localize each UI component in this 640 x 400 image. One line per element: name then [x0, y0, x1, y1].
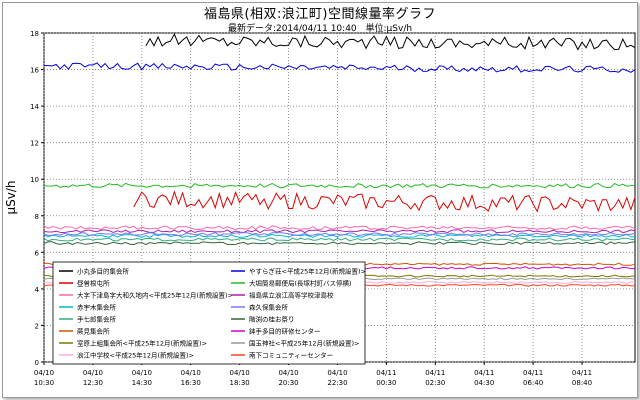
x-tick-time: 00:30 [376, 379, 396, 387]
latest-data-label: 最新データ:2014/04/11 10:40 [227, 24, 357, 34]
x-tick-date: 04/10 [83, 369, 103, 377]
legend-box [52, 261, 366, 365]
legend-label: 昼曽根屯所 [77, 279, 110, 288]
x-tick-time: 18:30 [230, 379, 250, 387]
x-tick-date: 04/10 [181, 369, 201, 377]
series-line [133, 190, 636, 213]
y-tick-label: 14 [30, 103, 39, 111]
x-tick-date: 04/11 [425, 369, 445, 377]
y-axis-label: μSv/h [4, 180, 18, 214]
y-tick-label: 6 [35, 249, 40, 257]
chart-title: 福島県(相双:浪江町)空間線量率グラフ [203, 7, 437, 22]
legend-label: 森久保集会所 [249, 303, 289, 312]
y-tick-label: 16 [30, 67, 39, 75]
series-line [43, 229, 636, 234]
x-tick-date: 04/10 [327, 369, 347, 377]
legend-label: やすらぎ荘<平成25年12月(新規設置)> [249, 267, 366, 276]
x-tick-date: 04/10 [230, 369, 250, 377]
x-tick-time: 08:40 [572, 379, 592, 387]
y-tick-label: 0 [35, 359, 39, 367]
x-tick-date: 04/11 [376, 369, 396, 377]
x-tick-time: 16:30 [181, 379, 201, 387]
legend-label: 赤宇木集会所 [77, 303, 117, 312]
legend-label: 階渕の桂お祭り [249, 315, 295, 324]
unit-label: 単位:μSv/h [365, 24, 413, 34]
y-tick-label: 4 [35, 286, 40, 294]
x-tick-date: 04/11 [523, 369, 543, 377]
x-tick-time: 10:30 [34, 379, 54, 387]
x-tick-date: 04/11 [474, 369, 494, 377]
series-line [145, 33, 636, 51]
legend-label: 大堀簡易郵便局(長塚村町バス停横) [249, 279, 352, 288]
series-line [43, 182, 636, 189]
legend-label: 蕨見集会所 [77, 327, 110, 336]
x-tick-time: 06:40 [523, 379, 543, 387]
x-tick-date: 04/10 [278, 369, 298, 377]
legend-label: 室原上組集会所<平成25年12月(新規設置)> [77, 339, 207, 348]
legend-label: 福島県立浪江高等学校津島校 [249, 291, 334, 300]
series-line [43, 62, 636, 73]
y-tick-label: 12 [30, 140, 39, 148]
y-tick-label: 18 [30, 30, 39, 38]
series-line [43, 237, 636, 242]
chart-subtitle: 最新データ:2014/04/11 10:40 単位:μSv/h [0, 21, 640, 34]
x-tick-time: 02:30 [425, 379, 445, 387]
series-line [43, 232, 636, 237]
x-tick-time: 14:30 [132, 379, 152, 387]
x-tick-date: 04/11 [572, 369, 592, 377]
x-tick-time: 04:30 [474, 379, 494, 387]
legend-label: 大字下津島字大和久地内<平成25年12月(新規設置)> [77, 291, 233, 300]
x-tick-time: 22:30 [327, 379, 347, 387]
y-tick-label: 2 [35, 322, 39, 330]
y-tick-label: 10 [30, 176, 39, 184]
legend-label: 南下コミュニティーセンター [249, 351, 333, 360]
x-tick-date: 04/10 [34, 369, 54, 377]
x-tick-time: 20:30 [278, 379, 298, 387]
series-line [43, 241, 636, 246]
x-tick-time: 12:30 [83, 379, 103, 387]
legend-label: 小丸多目的集会所 [77, 267, 130, 276]
legend-label: 国玉神社<平成25年12月(新規設置)> [249, 339, 360, 348]
x-tick-date: 04/10 [132, 369, 152, 377]
series-line [43, 233, 636, 238]
legend-label: 鉢手多目的研修センター [249, 327, 321, 336]
series-line [43, 225, 636, 231]
y-tick-label: 8 [35, 213, 39, 221]
legend-label: 手七郎集会所 [77, 315, 117, 324]
legend-label: 浪江中学校<平成25年12月(新規設置)> [77, 351, 194, 360]
